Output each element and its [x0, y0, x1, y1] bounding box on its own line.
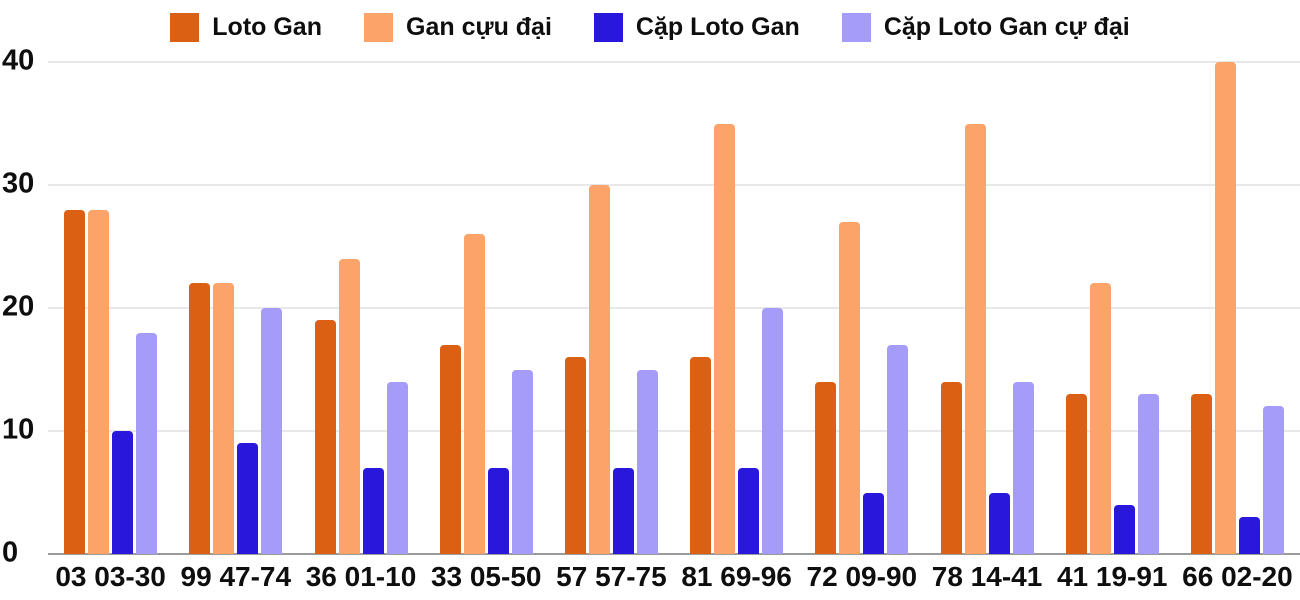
bar-loto-gan-57-57-75[interactable]: [564, 357, 586, 554]
gridline-10: [48, 430, 1300, 432]
bar-loto-gan-03-03-30[interactable]: [64, 209, 86, 554]
gridline-40: [48, 61, 1300, 63]
legend-item-loto-gan: Loto Gan: [170, 12, 322, 42]
plot-area: [48, 61, 1300, 555]
bar-group-33-05-50: [424, 62, 549, 554]
bar-cap-loto-gan-cu-ai-41-19-91[interactable]: [1137, 394, 1159, 554]
bar-cap-loto-gan-cu-ai-57-57-75[interactable]: [636, 369, 658, 554]
bar-loto-gan-33-05-50[interactable]: [439, 344, 461, 554]
bar-gan-cuu-ai-81-69-96[interactable]: [714, 123, 736, 554]
bar-group-03-03-30: [48, 62, 173, 554]
x-tick-label-33-05-50: 33 05-50: [430, 561, 542, 592]
bar-group-99-47-74: [173, 62, 298, 554]
y-tick-label-10: 10: [2, 413, 35, 446]
bar-group-57-57-75: [549, 62, 674, 554]
bar-cap-loto-gan-cu-ai-03-03-30[interactable]: [136, 332, 158, 554]
x-tick-label-78-14-41: 78 14-41: [931, 561, 1043, 592]
bar-group-81-69-96: [674, 62, 799, 554]
x-tick-label-72-09-90: 72 09-90: [806, 561, 918, 592]
legend-swatch-gan-cuu-ai: [364, 12, 393, 42]
x-tick-label-81-69-96: 81 69-96: [681, 561, 792, 592]
bar-cap-loto-gan-cu-ai-72-09-90[interactable]: [887, 344, 909, 554]
bar-loto-gan-99-47-74[interactable]: [189, 283, 211, 554]
bar-loto-gan-66-02-20[interactable]: [1190, 394, 1212, 554]
bar-loto-gan-81-69-96[interactable]: [690, 357, 712, 554]
legend-label: Loto Gan: [212, 12, 322, 41]
bar-loto-gan-72-09-90[interactable]: [815, 381, 837, 554]
bar-cap-loto-gan-78-14-41[interactable]: [988, 492, 1010, 554]
bar-cap-loto-gan-66-02-20[interactable]: [1238, 517, 1260, 554]
legend-label: Gan cựu đại: [406, 12, 552, 41]
bar-cap-loto-gan-cu-ai-33-05-50[interactable]: [511, 369, 533, 554]
bar-group-36-01-10: [298, 62, 423, 554]
legend-swatch-cap-loto-gan-cu-ai: [841, 12, 871, 42]
gridline-30: [48, 184, 1300, 186]
bar-gan-cuu-ai-57-57-75[interactable]: [588, 185, 610, 554]
bar-group-72-09-90: [799, 62, 924, 554]
bar-gan-cuu-ai-41-19-91[interactable]: [1089, 283, 1111, 554]
bar-gan-cuu-ai-66-02-20[interactable]: [1214, 62, 1236, 554]
x-tick-label-41-19-91: 41 19-91: [1056, 561, 1168, 592]
bar-gan-cuu-ai-33-05-50[interactable]: [463, 234, 485, 554]
bar-gan-cuu-ai-36-01-10[interactable]: [338, 258, 360, 554]
bar-cap-loto-gan-cu-ai-66-02-20[interactable]: [1262, 406, 1284, 554]
x-tick-label-99-47-74: 99 47-74: [180, 561, 292, 592]
y-tick-label-0: 0: [2, 536, 19, 569]
bar-gan-cuu-ai-78-14-41[interactable]: [964, 123, 986, 554]
bar-cap-loto-gan-cu-ai-78-14-41[interactable]: [1012, 381, 1034, 554]
bar-loto-gan-36-01-10[interactable]: [314, 320, 336, 554]
legend-label: Cặp Loto Gan cự đại: [883, 12, 1130, 41]
bar-cap-loto-gan-03-03-30[interactable]: [112, 431, 134, 554]
bar-loto-gan-41-19-91[interactable]: [1065, 394, 1087, 554]
bar-cap-loto-gan-cu-ai-81-69-96[interactable]: [762, 308, 784, 554]
bar-group-78-14-41: [924, 62, 1049, 554]
legend-label: Cặp Loto Gan: [635, 12, 800, 41]
x-tick-label-57-57-75: 57 57-75: [556, 561, 667, 592]
legend-item-gan-cuu-ai: Gan cựu đại: [364, 12, 552, 42]
x-tick-label-03-03-30: 03 03-30: [55, 561, 166, 592]
bar-gan-cuu-ai-99-47-74[interactable]: [213, 283, 235, 554]
chart-legend: Loto Gan Gan cựu đại Cặp Loto Gan Cặp Loto …: [0, 8, 1300, 46]
x-axis-baseline: [48, 553, 1300, 555]
bar-cap-loto-gan-cu-ai-36-01-10[interactable]: [386, 381, 408, 554]
x-tick-label-36-01-10: 36 01-10: [305, 561, 417, 592]
bar-cap-loto-gan-41-19-91[interactable]: [1113, 504, 1135, 554]
bar-gan-cuu-ai-72-09-90[interactable]: [839, 221, 861, 554]
bar-cap-loto-gan-33-05-50[interactable]: [487, 467, 509, 554]
gridline-20: [48, 307, 1300, 309]
x-tick-label-66-02-20: 66 02-20: [1182, 561, 1293, 592]
bar-loto-gan-78-14-41[interactable]: [940, 381, 962, 554]
bar-group-41-19-91: [1050, 62, 1175, 554]
bar-cap-loto-gan-36-01-10[interactable]: [362, 467, 384, 554]
y-tick-label-30: 30: [2, 167, 35, 200]
legend-swatch-cap-loto-gan: [593, 12, 623, 42]
legend-swatch-loto-gan: [170, 12, 200, 42]
bar-cap-loto-gan-cu-ai-99-47-74[interactable]: [261, 308, 283, 554]
bar-cap-loto-gan-72-09-90[interactable]: [863, 492, 885, 554]
bar-groups: [48, 62, 1300, 554]
bar-group-66-02-20: [1175, 62, 1300, 554]
y-tick-label-40: 40: [2, 44, 35, 77]
bar-cap-loto-gan-81-69-96[interactable]: [738, 467, 760, 554]
bar-cap-loto-gan-57-57-75[interactable]: [612, 467, 634, 554]
legend-item-cap-loto-gan-cu-ai: Cặp Loto Gan cự đại: [841, 12, 1130, 42]
bar-cap-loto-gan-99-47-74[interactable]: [237, 443, 259, 554]
bar-gan-cuu-ai-03-03-30[interactable]: [88, 209, 110, 554]
y-tick-label-20: 20: [2, 290, 35, 323]
legend-item-cap-loto-gan: Cặp Loto Gan: [593, 12, 800, 42]
x-axis: 03 03-30 99 47-74 36 01-10 33 05-50 57 57-75…: [48, 560, 1300, 594]
